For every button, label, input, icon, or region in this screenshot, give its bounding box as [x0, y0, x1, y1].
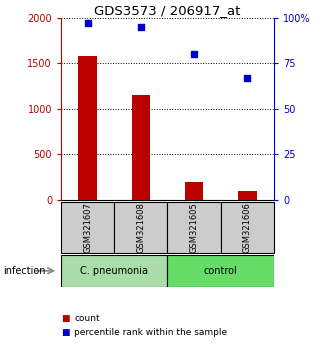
- Bar: [61, 255, 168, 287]
- Text: GSM321605: GSM321605: [189, 202, 199, 253]
- Text: GSM321606: GSM321606: [243, 202, 252, 253]
- Text: ■: ■: [61, 314, 70, 323]
- Bar: [168, 202, 221, 253]
- Text: percentile rank within the sample: percentile rank within the sample: [74, 328, 227, 337]
- Title: GDS3573 / 206917_at: GDS3573 / 206917_at: [94, 4, 241, 17]
- Point: [85, 20, 90, 26]
- Text: GSM321608: GSM321608: [136, 202, 146, 253]
- Text: ■: ■: [61, 328, 70, 337]
- Point: [245, 75, 250, 81]
- Bar: [238, 191, 257, 200]
- Bar: [132, 95, 150, 200]
- Bar: [61, 202, 114, 253]
- Text: count: count: [74, 314, 100, 323]
- Bar: [168, 255, 274, 287]
- Bar: [185, 182, 203, 200]
- Bar: [78, 56, 97, 200]
- Text: control: control: [204, 266, 238, 276]
- Text: GSM321607: GSM321607: [83, 202, 92, 253]
- Text: infection: infection: [3, 266, 46, 276]
- Point: [138, 24, 144, 30]
- Text: C. pneumonia: C. pneumonia: [80, 266, 148, 276]
- Bar: [114, 202, 168, 253]
- Point: [191, 51, 197, 57]
- Bar: [221, 202, 274, 253]
